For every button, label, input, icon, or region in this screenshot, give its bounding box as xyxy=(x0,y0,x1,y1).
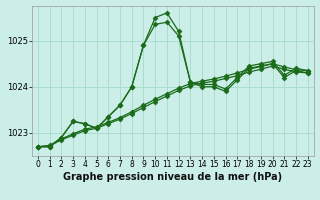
X-axis label: Graphe pression niveau de la mer (hPa): Graphe pression niveau de la mer (hPa) xyxy=(63,172,282,182)
